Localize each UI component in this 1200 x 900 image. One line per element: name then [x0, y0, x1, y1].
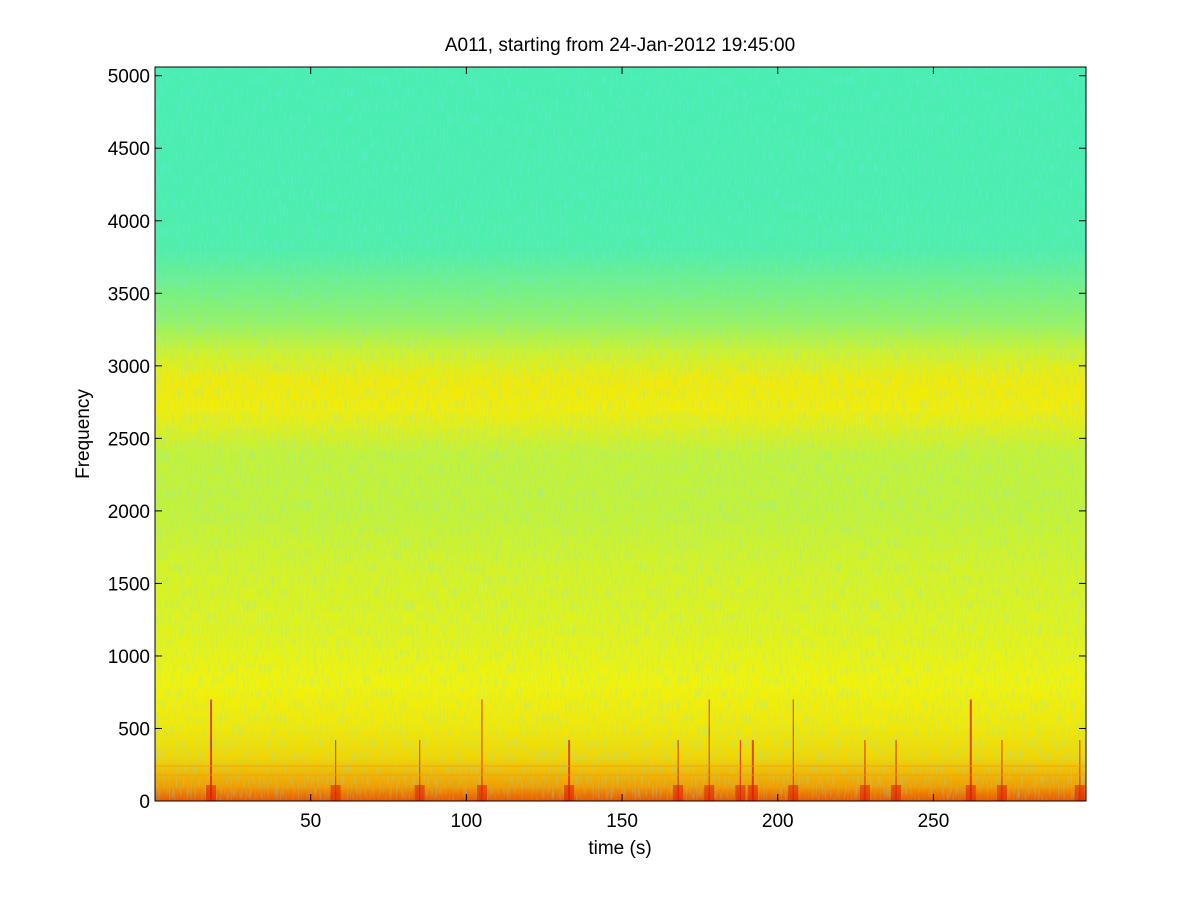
- transient-event-base: [1074, 785, 1085, 801]
- transient-event-base: [735, 785, 746, 801]
- transient-event-base: [330, 785, 341, 801]
- y-tick-label: 1500: [108, 574, 150, 595]
- transient-event-base: [206, 785, 217, 801]
- x-axis-label: time (s): [588, 838, 651, 859]
- transient-event-base: [476, 785, 487, 801]
- transient-event-base: [859, 785, 870, 801]
- transient-event-base: [788, 785, 799, 801]
- y-tick-label: 4000: [108, 212, 150, 233]
- x-tick-label: 250: [918, 811, 950, 832]
- x-axis-ticks: 50 100 150 200 250: [300, 67, 949, 832]
- transient-event-base: [414, 785, 425, 801]
- x-tick-label: 100: [451, 811, 483, 832]
- y-tick-label: 5000: [108, 67, 150, 88]
- y-tick-label: 0: [139, 792, 150, 813]
- x-tick-label: 50: [300, 811, 321, 832]
- plot-frame: [154, 66, 1087, 802]
- y-tick-label: 2500: [108, 429, 150, 450]
- transient-events: [155, 699, 1086, 801]
- chart-title: A011, starting from 24-Jan-2012 19:45:00: [445, 35, 795, 56]
- y-tick-label: 4500: [108, 139, 150, 160]
- x-tick-label: 200: [762, 811, 794, 832]
- y-axis-ticks: 0 500 1000 1500 2000 2500 3000 3500 4000 4500 5000: [108, 67, 1086, 813]
- y-tick-label: 500: [118, 719, 150, 740]
- transient-event-base: [996, 785, 1007, 801]
- y-tick-label: 3500: [108, 284, 150, 305]
- transient-event-base: [891, 785, 902, 801]
- plot-area: [155, 67, 1086, 801]
- y-tick-label: 2000: [108, 502, 150, 523]
- y-axis-label: Frequency: [73, 389, 94, 479]
- transient-event-base: [747, 785, 758, 801]
- transient-event-base: [564, 785, 575, 801]
- transient-event-base: [673, 785, 684, 801]
- x-tick-label: 150: [606, 811, 638, 832]
- y-tick-label: 1000: [108, 647, 150, 668]
- noise-texture: [155, 67, 1086, 801]
- transient-event-base: [704, 785, 715, 801]
- transient-event-base: [965, 785, 976, 801]
- y-tick-label: 3000: [108, 357, 150, 378]
